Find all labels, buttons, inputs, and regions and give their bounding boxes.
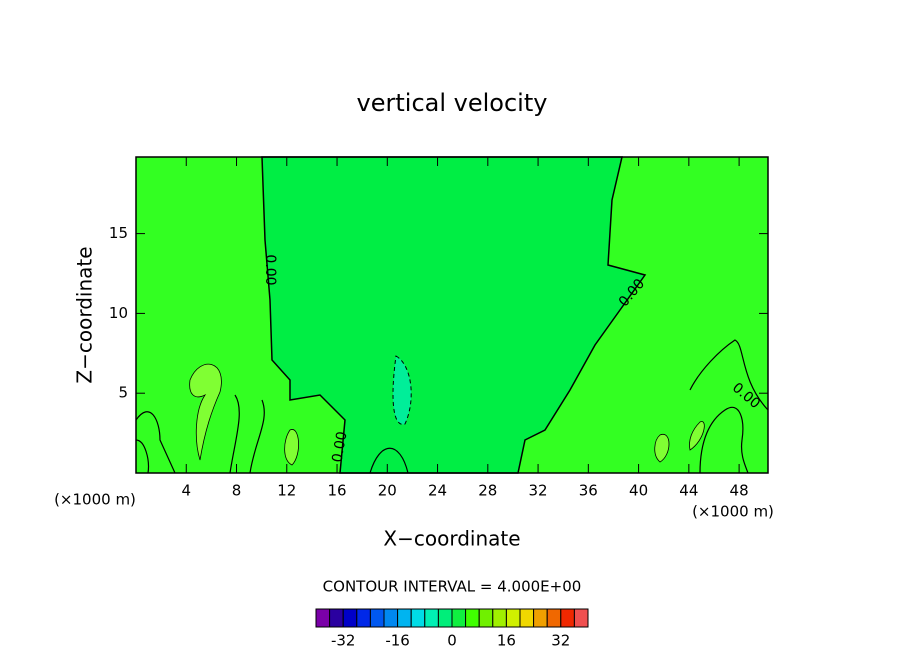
x-unit-label: (×1000 m) bbox=[692, 503, 774, 521]
colorbar-box bbox=[437, 608, 453, 628]
colorbar-box bbox=[533, 608, 548, 628]
colorbar-box bbox=[369, 608, 385, 628]
y-tick-label: 10 bbox=[109, 304, 128, 322]
colorbar-box bbox=[560, 608, 575, 628]
chart-title: vertical velocity bbox=[357, 89, 548, 117]
colorbar-box bbox=[329, 608, 344, 628]
y-axis-title: Z−coordinate bbox=[73, 246, 97, 383]
colorbar-box bbox=[424, 608, 439, 628]
colorbar-box bbox=[397, 608, 412, 628]
x-tick-label: 28 bbox=[478, 482, 497, 500]
colorbar-box bbox=[342, 608, 358, 628]
colorbar-box bbox=[546, 608, 562, 628]
positive-patch bbox=[689, 421, 705, 451]
colorbar-box bbox=[573, 608, 589, 628]
colorbar-tick-label: 32 bbox=[551, 632, 570, 650]
x-tick-label: 32 bbox=[529, 482, 548, 500]
x-tick-label: 48 bbox=[730, 482, 749, 500]
plot-frame bbox=[135, 156, 769, 474]
x-tick-label: 20 bbox=[378, 482, 397, 500]
colorbar-box bbox=[451, 608, 467, 628]
contour-interval: CONTOUR INTERVAL = 4.000E+00 bbox=[323, 578, 582, 596]
colorbar-box bbox=[519, 608, 535, 628]
x-tick-label: 36 bbox=[579, 482, 598, 500]
x-tick-label: 12 bbox=[277, 482, 296, 500]
central-region bbox=[261, 156, 647, 474]
colorbar-box bbox=[315, 608, 331, 628]
x-tick-label: 8 bbox=[232, 482, 242, 500]
colorbar-box bbox=[505, 608, 521, 628]
colorbar-tick-label: -32 bbox=[331, 632, 356, 650]
x-tick-label: 40 bbox=[629, 482, 648, 500]
x-tick-label: 24 bbox=[428, 482, 447, 500]
x-tick-label: 16 bbox=[327, 482, 346, 500]
colorbar-box bbox=[410, 608, 426, 628]
colorbar-box bbox=[492, 608, 507, 628]
positive-patch bbox=[189, 363, 222, 461]
x-axis-title: X−coordinate bbox=[383, 527, 520, 551]
contour-label: 0.00 bbox=[329, 430, 350, 463]
x-tick-label: 44 bbox=[679, 482, 698, 500]
positive-patch bbox=[284, 429, 299, 466]
colorbar-tick-label: 16 bbox=[497, 632, 516, 650]
colorbar-tick-label: -16 bbox=[385, 632, 410, 650]
positive-patch bbox=[654, 434, 670, 463]
x-tick-label: 4 bbox=[181, 482, 191, 500]
contour-field bbox=[135, 156, 769, 474]
colorbar-tick-label: 0 bbox=[447, 632, 457, 650]
contour-line bbox=[135, 339, 769, 474]
x-unit-label: (×1000 m) bbox=[54, 491, 136, 509]
negative-island bbox=[392, 355, 412, 425]
colorbar-box bbox=[465, 608, 480, 628]
y-tick-label: 5 bbox=[118, 384, 128, 402]
colorbar-box bbox=[383, 608, 399, 628]
colorbar-box bbox=[478, 608, 494, 628]
y-tick-label: 15 bbox=[109, 224, 128, 242]
contour-label: 0.00 bbox=[262, 254, 278, 285]
colorbar-box bbox=[356, 608, 371, 628]
